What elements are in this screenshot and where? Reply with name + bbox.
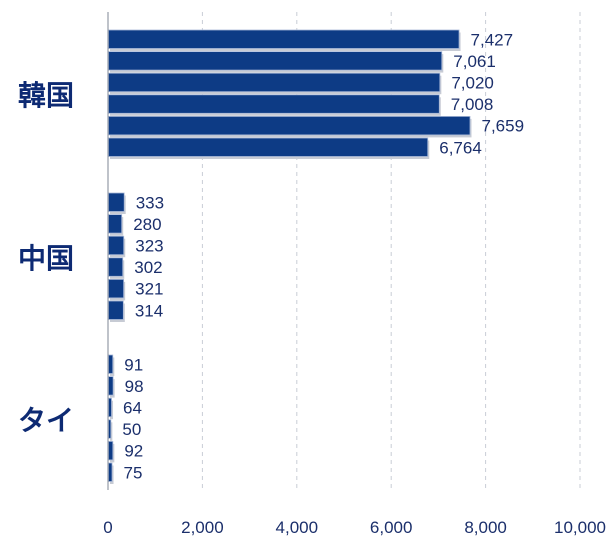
data-label: 302 bbox=[134, 258, 162, 277]
x-tick-label: 10,000 bbox=[554, 518, 606, 536]
bar bbox=[108, 29, 460, 49]
data-label: 280 bbox=[133, 215, 161, 234]
bar bbox=[108, 116, 471, 136]
data-label: 64 bbox=[123, 398, 142, 417]
bar bbox=[108, 94, 440, 114]
x-tick-label: 6,000 bbox=[370, 518, 413, 536]
bar bbox=[108, 235, 125, 256]
data-label: 7,008 bbox=[451, 95, 494, 114]
bar bbox=[108, 462, 113, 482]
bar bbox=[108, 419, 112, 439]
x-tick-label: 0 bbox=[103, 518, 112, 536]
x-tick-label: 2,000 bbox=[181, 518, 224, 536]
category-label: 中国 bbox=[18, 243, 74, 274]
bar bbox=[108, 137, 429, 157]
bar bbox=[108, 376, 114, 396]
data-label: 7,659 bbox=[482, 117, 525, 136]
bar bbox=[108, 440, 114, 461]
data-label: 50 bbox=[122, 420, 141, 439]
x-axis-ticks: 0 2,000 4,000 6,000 8,000 10,000 bbox=[103, 518, 606, 536]
bar bbox=[108, 397, 112, 418]
bar bbox=[108, 51, 443, 71]
x-tick-label: 4,000 bbox=[276, 518, 319, 536]
bar bbox=[108, 257, 124, 277]
bar bbox=[108, 300, 124, 320]
data-label: 91 bbox=[124, 355, 143, 374]
bar bbox=[108, 214, 123, 234]
data-label: 7,427 bbox=[471, 30, 514, 49]
data-label: 98 bbox=[125, 377, 144, 396]
data-label: 6,764 bbox=[439, 138, 482, 157]
category-label: タイ bbox=[18, 405, 74, 436]
data-label: 7,061 bbox=[453, 52, 496, 71]
bar bbox=[108, 278, 125, 299]
data-label: 333 bbox=[136, 193, 164, 212]
bar bbox=[108, 354, 114, 374]
bars bbox=[108, 29, 472, 484]
bar bbox=[108, 192, 125, 212]
data-label: 75 bbox=[124, 463, 143, 482]
bar bbox=[108, 72, 441, 93]
data-label: 314 bbox=[135, 301, 163, 320]
data-label: 92 bbox=[124, 442, 143, 461]
data-label: 7,020 bbox=[451, 73, 494, 92]
category-label: 韓国 bbox=[18, 80, 74, 111]
x-tick-label: 8,000 bbox=[464, 518, 507, 536]
data-label: 323 bbox=[135, 236, 163, 255]
data-label: 321 bbox=[135, 280, 163, 299]
